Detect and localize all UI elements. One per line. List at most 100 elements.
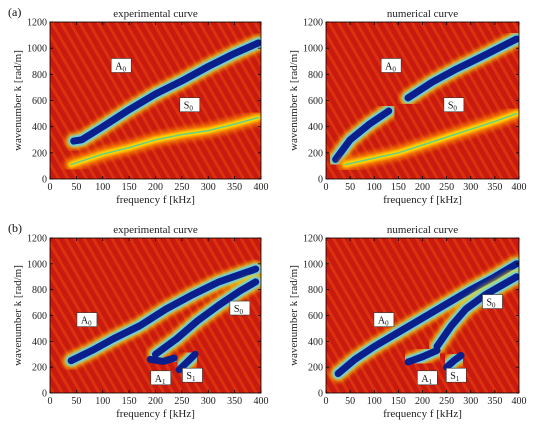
x-tick-label: 400	[512, 396, 527, 407]
x-tick-label: 0	[48, 182, 53, 193]
mode-label-a1: A1	[417, 370, 438, 386]
mode-label-box	[110, 58, 132, 73]
ridge-core	[404, 35, 519, 102]
mode-label-text: S0	[448, 101, 458, 113]
x-tick-label: 150	[391, 182, 406, 193]
x-tick-label: 150	[122, 182, 137, 193]
ridge-core	[175, 350, 199, 374]
mode-label-text: A0	[385, 61, 396, 73]
x-tick-label: 300	[201, 396, 216, 407]
x-tick-label: 150	[122, 396, 137, 407]
mode-label-s0: S0	[443, 97, 465, 113]
chart-title: experimental curve	[113, 8, 198, 20]
x-tick-label: 150	[391, 396, 406, 407]
y-tick-label: 600	[308, 311, 323, 322]
ridge-a1-2	[400, 342, 445, 370]
ridge-center	[344, 112, 518, 166]
x-tick-label: 50	[71, 182, 81, 193]
mode-label-a0: A0	[76, 312, 98, 328]
ridge-s0-1	[147, 273, 261, 363]
x-tick-label: 300	[463, 182, 478, 193]
mode-label-text: A0	[115, 61, 126, 73]
y-axis-label: wavenumber k [rad/m]	[12, 50, 24, 151]
mode-label-box	[76, 312, 98, 327]
y-tick-label: 200	[308, 363, 323, 374]
ridge-s0-1	[429, 268, 519, 355]
x-tick-label: 350	[227, 396, 242, 407]
ridge-s0-1	[64, 110, 261, 172]
mode-label-text: A1	[155, 374, 166, 386]
y-axis-label: wavenumber k [rad/m]	[288, 265, 300, 366]
x-tick-label: 100	[95, 396, 110, 407]
x-tick-label: 100	[367, 396, 382, 407]
chart-panel-4: A0 S0 A1 S1 0 50 100 150 200 250 300 350 400 0 200 400 6…	[288, 224, 527, 420]
x-axis-label: frequency f [kHz]	[383, 408, 462, 420]
mode-label-box	[417, 370, 438, 386]
y-tick-label: 1000	[27, 44, 47, 55]
y-axis-label: wavenumber k [rad/m]	[288, 50, 300, 151]
ridge-core	[334, 260, 519, 378]
x-axis-label: frequency f [kHz]	[116, 408, 195, 420]
x-tick-label: 200	[415, 182, 430, 193]
x-tick-label: 0	[324, 396, 329, 407]
mode-label-box	[443, 97, 465, 113]
mode-label-a0: A0	[380, 58, 402, 73]
panel-label-a: (a)	[8, 5, 21, 19]
plot-area: A0 S0 A1 S1	[50, 238, 261, 393]
y-tick-label: 400	[308, 122, 323, 133]
y-tick-label: 0	[42, 389, 47, 400]
y-tick-label: 800	[308, 70, 323, 81]
x-tick-label: 250	[174, 396, 189, 407]
ridge-core	[70, 39, 261, 145]
mode-label-box	[229, 300, 251, 316]
y-tick-label: 400	[308, 337, 323, 348]
x-tick-label: 250	[174, 182, 189, 193]
mode-label-a0: A0	[110, 58, 132, 73]
chart-panel-2: A0 S0 0 50 100 150 200 250 300 350 400 0 200 400 600 80…	[288, 8, 527, 206]
x-tick-label: 400	[254, 396, 269, 407]
chart-panel-3: A0 S0 A1 S1 0 50 100 150 200 250 300 350 400 0 200 400 6…	[12, 224, 269, 420]
y-tick-label: 600	[32, 311, 47, 322]
ridge-core	[433, 273, 519, 350]
mode-label-a1: A1	[150, 370, 172, 386]
y-tick-label: 1200	[303, 234, 323, 245]
mode-label-s0: S0	[229, 300, 251, 316]
ridge-a0-0	[65, 34, 261, 150]
mode-label-s1: S1	[182, 367, 203, 383]
panel-label-b: (b)	[8, 221, 22, 235]
x-tick-label: 100	[95, 182, 110, 193]
mode-label-box	[373, 312, 395, 327]
y-tick-label: 1200	[27, 18, 47, 29]
x-axis-label: frequency f [kHz]	[383, 194, 462, 206]
ridge-core	[404, 346, 441, 366]
x-tick-label: 300	[201, 182, 216, 193]
x-tick-label: 200	[415, 396, 430, 407]
ridge-a0-0	[327, 103, 397, 168]
y-tick-label: 1200	[303, 18, 323, 29]
plot-area: A0 S0	[50, 22, 261, 179]
y-tick-label: 0	[42, 175, 47, 186]
x-tick-label: 200	[148, 182, 163, 193]
x-tick-label: 250	[439, 396, 454, 407]
ridge-center	[70, 116, 260, 166]
x-tick-label: 350	[227, 182, 242, 193]
x-tick-label: 50	[345, 182, 355, 193]
x-tick-label: 100	[367, 182, 382, 193]
chart-panel-1: A0 S0 0 50 100 150 200 250 300 350 400 0 200 400 600 80…	[12, 8, 269, 206]
ridge-core	[443, 352, 465, 371]
y-tick-label: 200	[32, 363, 47, 374]
ridge-core	[152, 278, 260, 358]
x-tick-label: 400	[512, 182, 527, 193]
y-tick-label: 1200	[27, 234, 47, 245]
mode-label-text: S0	[234, 304, 244, 316]
mode-label-text: S1	[186, 371, 196, 383]
y-tick-label: 200	[308, 148, 323, 159]
mode-label-box	[179, 97, 201, 113]
mode-label-s1: S1	[445, 367, 467, 383]
mode-label-box	[445, 367, 467, 383]
plot-area: A0 S0 A1 S1	[326, 238, 519, 393]
x-tick-label: 50	[71, 396, 81, 407]
mode-label-a0: A0	[373, 312, 395, 328]
